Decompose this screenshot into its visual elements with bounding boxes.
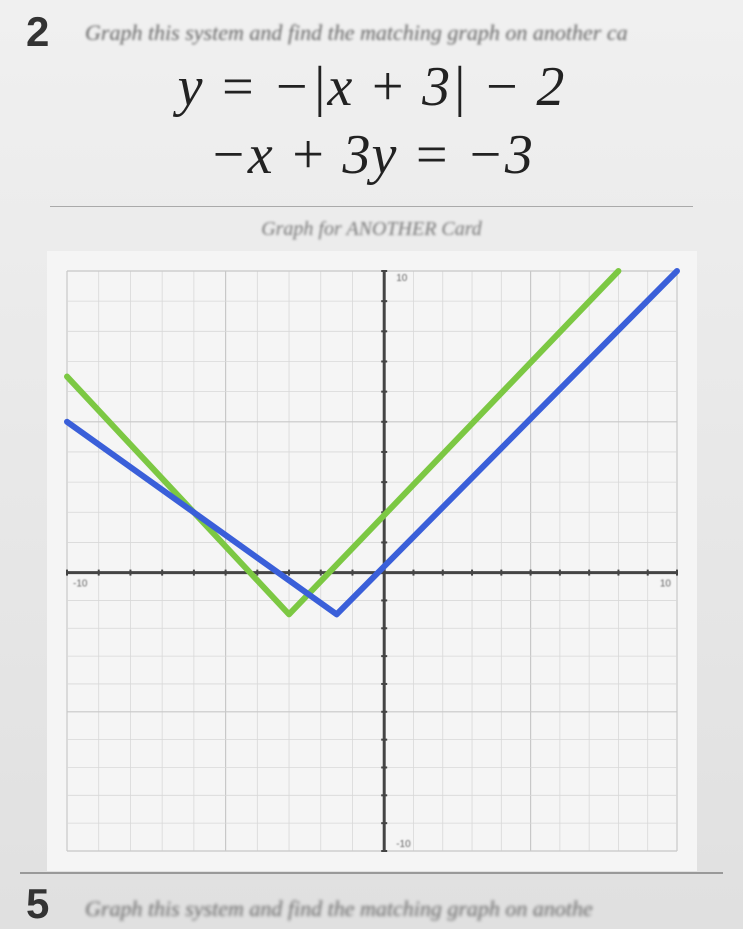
problem-5-instruction: Graph this system and find the matching … [85, 896, 593, 922]
equation-1: y = −|x + 3| − 2 [0, 55, 743, 119]
svg-text:10: 10 [396, 273, 408, 284]
equation-2: −x + 3y = −3 [0, 123, 743, 187]
worksheet-page: 2 Graph this system and find the matchin… [0, 0, 743, 929]
svg-text:10: 10 [659, 579, 671, 590]
graph-title: Graph for ANOTHER Card [0, 218, 743, 241]
graph-section: Graph for ANOTHER Card 10 -10 -10 10 [0, 218, 743, 871]
graph-container: 10 -10 -10 10 [47, 251, 697, 871]
problem-number-5: 5 [26, 880, 49, 928]
divider-top [50, 206, 693, 207]
svg-text:-10: -10 [396, 839, 411, 850]
svg-text:-10: -10 [73, 579, 88, 590]
divider-bottom [20, 872, 723, 874]
equations-block: y = −|x + 3| − 2 −x + 3y = −3 [0, 55, 743, 187]
problem-number-2: 2 [26, 8, 49, 56]
problem-2-instruction: Graph this system and find the matching … [85, 20, 628, 46]
graph-svg: 10 -10 -10 10 [47, 251, 697, 871]
